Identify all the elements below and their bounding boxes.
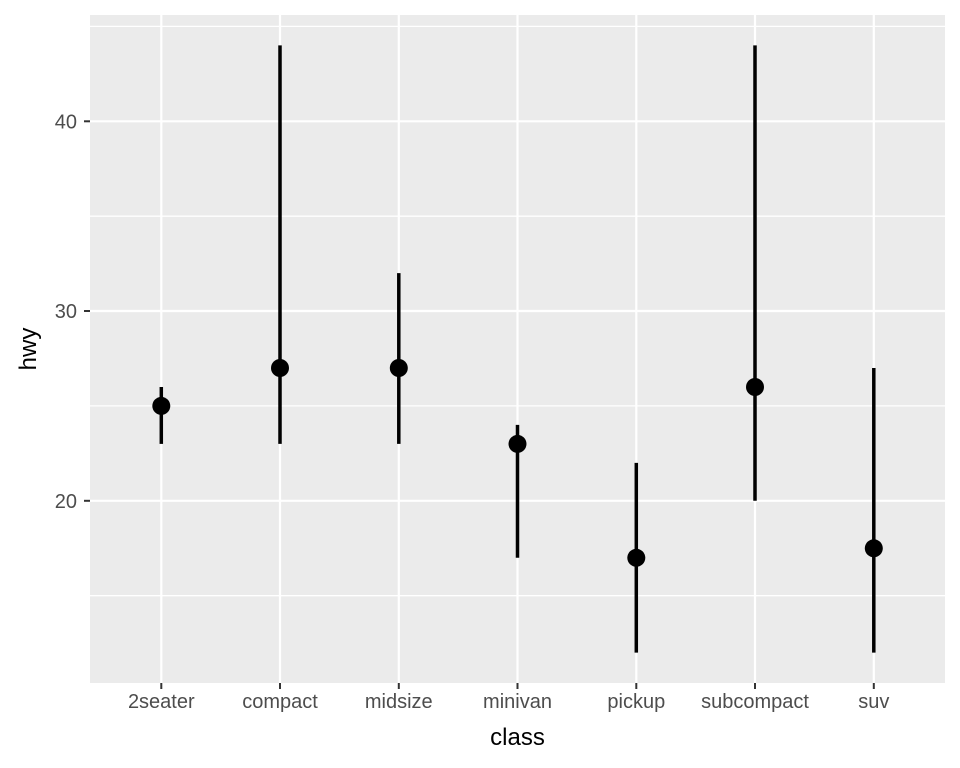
pointrange-marks: [152, 45, 883, 653]
y-tick-label: 40: [55, 111, 77, 133]
pointrange-minivan: [508, 424, 527, 558]
pointrange-compact: [271, 45, 289, 444]
axis-tick-labels: 20 30 40 2seater compact midsize minivan pickup…: [55, 111, 890, 713]
pointrange-suv: [864, 368, 883, 653]
x-tick-label: suv: [858, 691, 889, 713]
pointrange-midsize: [389, 273, 408, 444]
x-tick-label: pickup: [607, 691, 665, 713]
axis-tick-marks: [84, 120, 875, 689]
x-tick-label: minivan: [483, 691, 552, 713]
pointrange-2seater: [152, 387, 171, 444]
y-tick-label: 30: [55, 301, 77, 323]
y-tick-label: 20: [55, 491, 77, 513]
median-point: [271, 359, 289, 377]
x-tick-label: 2seater: [128, 691, 195, 713]
median-point: [152, 396, 171, 415]
median-point: [746, 378, 764, 396]
median-point: [627, 548, 646, 567]
x-tick-label: subcompact: [701, 691, 809, 713]
median-point: [508, 434, 527, 453]
pointrange-pickup: [627, 462, 646, 653]
y-axis-title: hwy: [15, 328, 42, 371]
x-axis-title: class: [490, 724, 545, 751]
median-point: [389, 359, 408, 377]
median-point: [864, 539, 883, 558]
x-tick-label: midsize: [365, 691, 433, 713]
x-tick-label: compact: [242, 691, 318, 713]
pointrange-subcompact: [746, 45, 764, 501]
